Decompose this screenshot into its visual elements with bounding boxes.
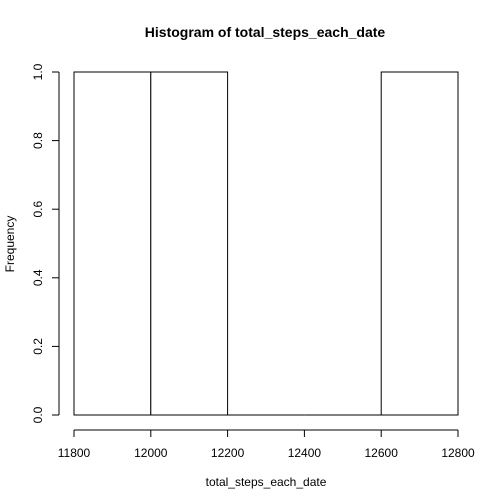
y-tick-label: 0.2: [31, 338, 45, 355]
y-tick-label: 0.4: [31, 269, 45, 286]
y-tick-label: 0.6: [31, 201, 45, 218]
chart-title: Histogram of total_steps_each_date: [145, 24, 386, 40]
x-axis-label: total_steps_each_date: [206, 475, 327, 489]
histogram-bar-1: [150, 71, 229, 416]
x-tick-label: 12400: [288, 446, 322, 460]
x-tick-label: 11800: [58, 446, 91, 460]
y-tick-label: 1.0: [31, 63, 45, 80]
x-tick-label: 12800: [441, 446, 475, 460]
y-tick-label: 0.8: [31, 132, 45, 149]
x-tick-label: 12000: [134, 446, 168, 460]
x-tick-label: 12600: [365, 446, 399, 460]
x-tick-label: 12200: [211, 446, 245, 460]
y-tick-label: 0.0: [31, 406, 45, 423]
y-axis: 0.0 0.2 0.4 0.6 0.8 1.0: [31, 63, 60, 423]
bars-group: [73, 71, 459, 416]
histogram-bar-4: [380, 71, 459, 416]
x-axis: 11800 12000 12200 12400 12600 12800: [58, 429, 475, 460]
histogram-bar-0: [73, 71, 152, 416]
y-axis-label: Frequency: [3, 216, 17, 273]
